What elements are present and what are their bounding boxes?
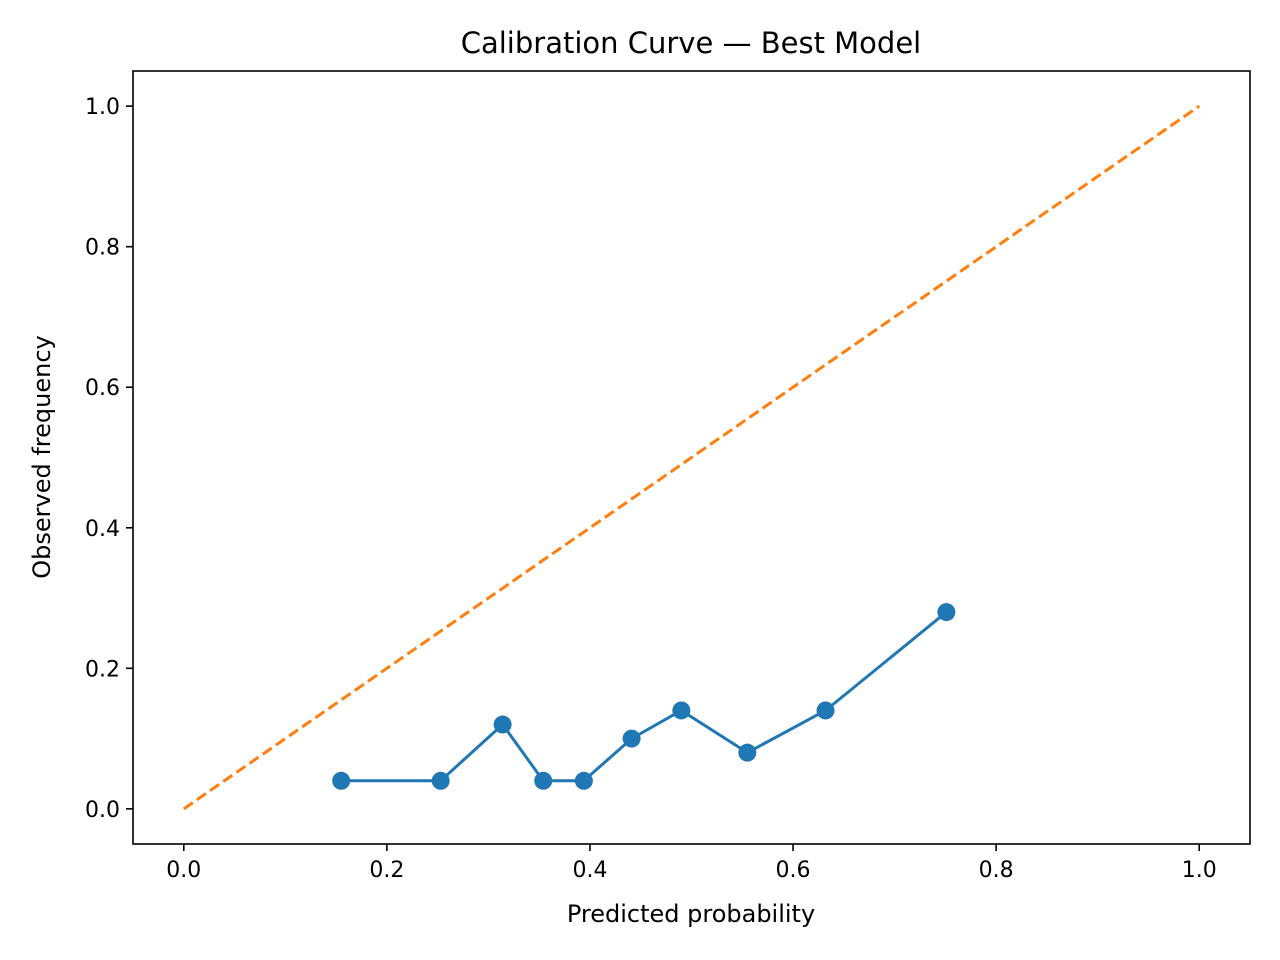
y-axis-label: Observed frequency [28,335,56,578]
x-tick-label: 0.8 [979,858,1014,883]
perfect-calibration-line [182,104,1201,811]
calibration-point [534,771,553,790]
y-tick-label: 0.8 [85,236,120,261]
x-tick-label: 0.2 [369,858,404,883]
calibration-point [738,743,757,762]
calibration-point [816,701,835,720]
calibration-point [622,729,641,748]
y-tick-label: 1.0 [85,95,120,120]
calibration-point [332,771,351,790]
x-axis-label: Predicted probability [567,900,815,928]
x-tick-label: 0.4 [572,858,607,883]
calibration-point [937,603,956,622]
x-tick-label: 1.0 [1182,858,1217,883]
y-tick-label: 0.2 [85,657,120,682]
calibration-point [431,771,450,790]
x-tick-label: 0.6 [776,858,811,883]
axes-frame [132,70,1251,845]
x-axis: 0.0 0.2 0.4 0.6 0.8 1.0 [166,844,1217,883]
calibration-point [493,715,512,734]
y-axis: 0.0 0.2 0.4 0.6 0.8 1.0 [85,95,133,823]
plot-area [182,104,1201,811]
y-tick-label: 0.0 [85,798,120,823]
calibration-point [672,701,691,720]
x-tick-label: 0.0 [166,858,201,883]
y-tick-label: 0.6 [85,376,120,401]
calibration-curve-line [341,610,948,783]
chart-title: Calibration Curve — Best Model [461,26,922,60]
calibration-point [574,771,593,790]
y-tick-label: 0.4 [85,517,120,542]
